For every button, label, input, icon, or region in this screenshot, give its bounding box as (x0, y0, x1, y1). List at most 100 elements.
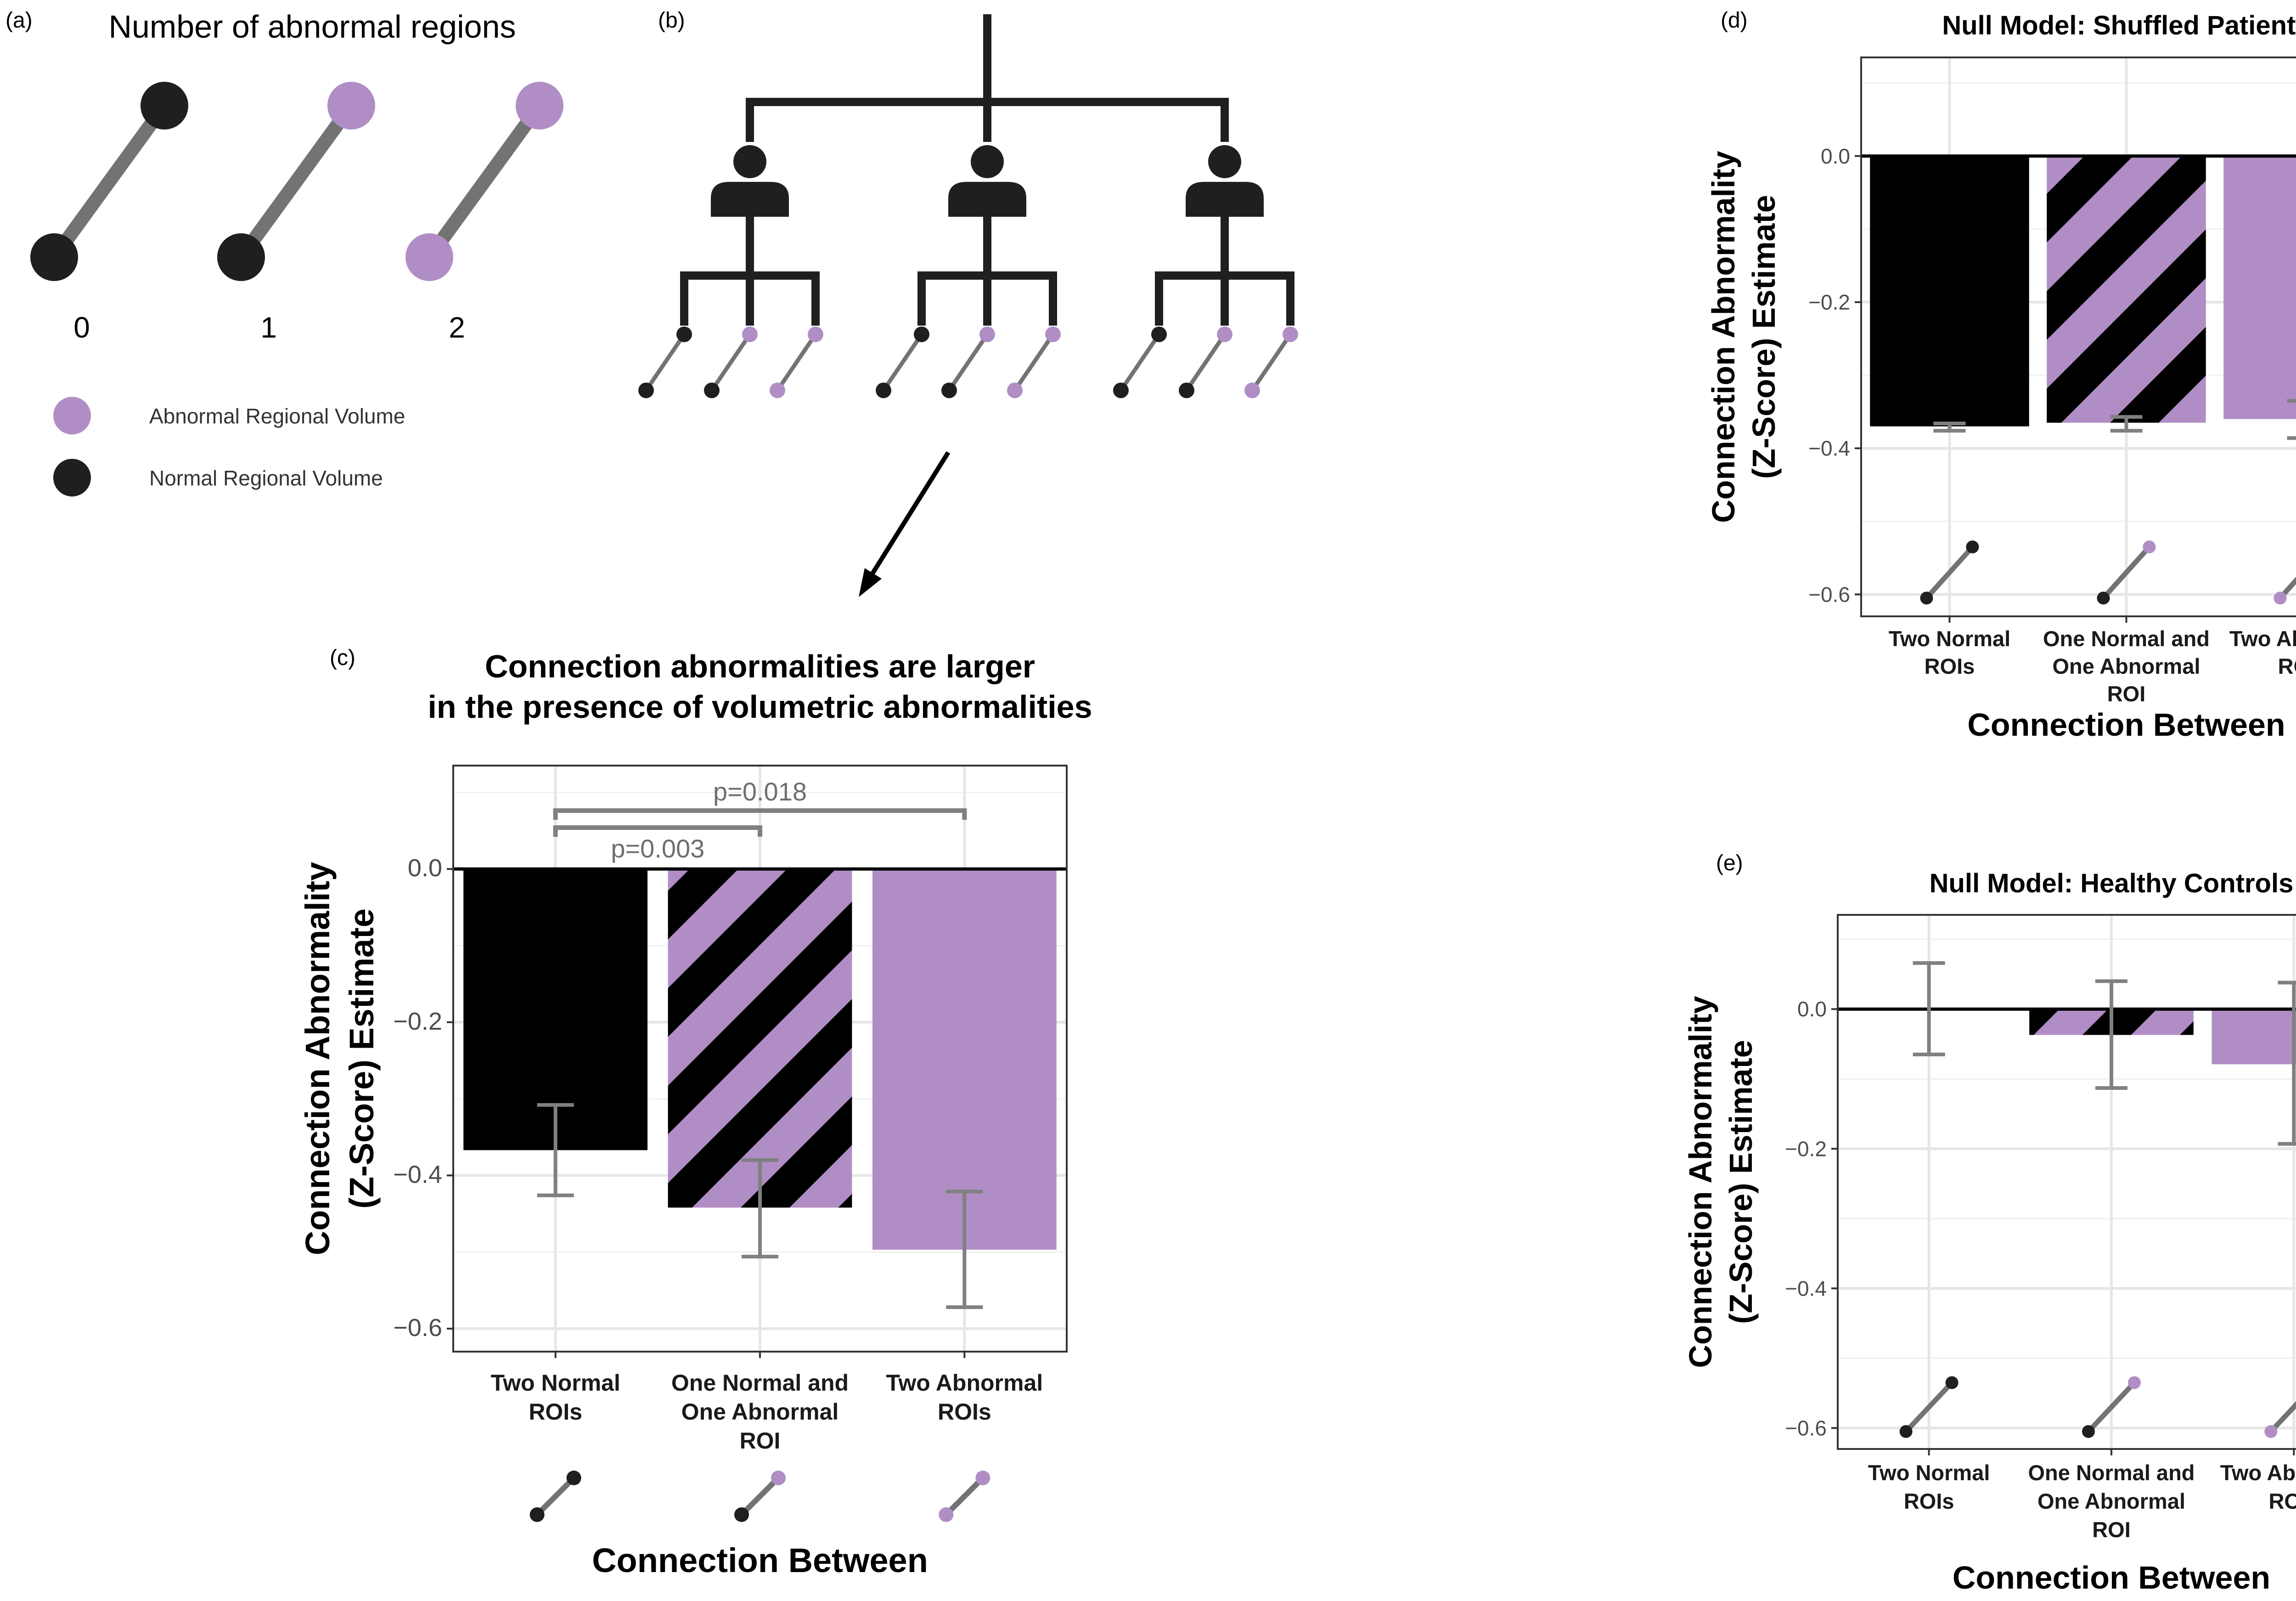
connection-example-0 (30, 82, 188, 281)
person-head (1208, 145, 1241, 178)
normal-volume-swatch (53, 459, 91, 496)
bar-2 (872, 869, 1057, 1250)
abnormal-count-2: 2 (449, 311, 465, 344)
y-axis-label: Connection Abnormality (298, 862, 337, 1256)
node-lower (1920, 592, 1933, 605)
connection-type-icon (1113, 327, 1167, 398)
node-lower (941, 383, 957, 398)
error-bar-1 (742, 1158, 778, 1259)
person-head (733, 145, 766, 178)
x-category-label: ROIs (529, 1399, 582, 1425)
edge-line (1185, 333, 1227, 392)
y-tick-label: −0.2 (1785, 1137, 1827, 1161)
x-category-label: Two Normal (490, 1370, 620, 1396)
category-connection-icon (529, 1471, 581, 1522)
abnormal-counts: 0 1 2 (73, 311, 465, 344)
panel-a: (a) Number of abnormal regions 0 1 2 Abnor… (6, 8, 563, 496)
edge-line (944, 1476, 985, 1517)
node-lower (529, 1507, 545, 1522)
x-category-label: ROI (2107, 682, 2146, 706)
significance-bracket-0: p=0.003 (553, 825, 762, 863)
connection-type-icon (941, 327, 995, 398)
panel-b: (b) (638, 8, 1298, 597)
edge-line (947, 333, 989, 392)
panel-a-label: (a) (6, 8, 33, 33)
node-upper (2143, 540, 2156, 553)
p-value-label: p=0.018 (713, 777, 807, 806)
category-connection-icon (1920, 540, 1979, 605)
bracket-line (553, 808, 967, 820)
node-lower (405, 233, 453, 281)
panel-e-chart: (e) Null Model: Healthy Controls 0.0 −0.2 −0… (1683, 851, 2296, 1595)
error-bar-0 (1933, 422, 1966, 433)
person-head (971, 145, 1004, 178)
edge-line (1013, 333, 1055, 392)
node-lower (1007, 383, 1023, 398)
bar-1 (668, 869, 852, 1208)
x-axis-label: Connection Between (1967, 707, 2285, 743)
connection-example-2 (405, 82, 563, 281)
x-category-label: ROIs (1925, 654, 1975, 678)
category-connection-icon (2082, 1376, 2141, 1438)
node-lower (876, 383, 891, 398)
y-tick-label: −0.2 (1808, 290, 1850, 314)
panel-b-label: (b) (658, 8, 685, 33)
x-category-label: ROI (2092, 1517, 2131, 1542)
x-category-label: ROIs (1904, 1489, 1954, 1513)
arrow-icon (859, 451, 951, 597)
y-tick-label: −0.6 (1808, 582, 1850, 606)
node-upper (2128, 1376, 2141, 1389)
y-tick-label: −0.4 (1785, 1276, 1827, 1300)
y-tick-label: −0.6 (393, 1314, 442, 1342)
node-lower (1244, 383, 1260, 398)
node-upper (1945, 1376, 1958, 1389)
person-body (948, 182, 1026, 217)
y-tick-label: 0.0 (408, 854, 442, 882)
abnormal-volume-swatch (53, 397, 91, 434)
node-upper (1045, 327, 1061, 342)
x-category-label: Two Abnormal (2229, 626, 2296, 651)
error-bar-1 (2095, 979, 2127, 1090)
node-lower (2273, 592, 2287, 605)
connection-type-icon (1179, 327, 1232, 398)
node-upper (1966, 540, 1979, 553)
node-lower (2097, 592, 2110, 605)
edge-line (2101, 545, 2151, 600)
error-bar-0 (1913, 961, 1945, 1057)
patient-hierarchy-tree (638, 14, 1298, 398)
bar-2 (2212, 1009, 2296, 1065)
connection-type-icon (770, 327, 823, 398)
connection-type-icon (1244, 327, 1298, 398)
node-upper (1151, 327, 1167, 342)
y-axis-label: (Z-Score) Estimate (1746, 195, 1782, 479)
category-connection-icon (2264, 1401, 2296, 1438)
legend: Abnormal Regional Volume Normal Regional… (53, 397, 405, 496)
node-upper (742, 327, 758, 342)
node-lower (2082, 1425, 2095, 1438)
node-upper (327, 82, 375, 130)
edge-line (739, 1476, 781, 1517)
node-upper (1283, 327, 1298, 342)
y-axis-label: Connection Abnormality (1705, 151, 1741, 523)
bar-0 (1870, 156, 2029, 427)
category-connection-icon (939, 1471, 990, 1522)
connection-type-icon (1007, 327, 1061, 398)
connection-type-icon (876, 327, 929, 398)
error-bar-2 (2278, 981, 2296, 1146)
panel-a-title: Number of abnormal regions (108, 9, 516, 45)
error-bar-2 (2287, 399, 2296, 440)
x-category-label: ROIs (2268, 1489, 2296, 1513)
node-lower (1179, 383, 1194, 398)
chart-title: in the presence of volumetric abnormalit… (428, 689, 1092, 725)
significance-bracket-1: p=0.018 (553, 777, 967, 820)
node-upper (141, 82, 188, 130)
x-axis-label: Connection Between (1953, 1560, 2270, 1595)
bracket-line (553, 825, 762, 837)
node-upper (914, 327, 929, 342)
category-connection-icon (2097, 540, 2156, 605)
bar-2 (2223, 156, 2296, 419)
connection-type-icon (704, 327, 758, 398)
abnormal-count-1: 1 (260, 311, 277, 344)
node-lower (638, 383, 654, 398)
